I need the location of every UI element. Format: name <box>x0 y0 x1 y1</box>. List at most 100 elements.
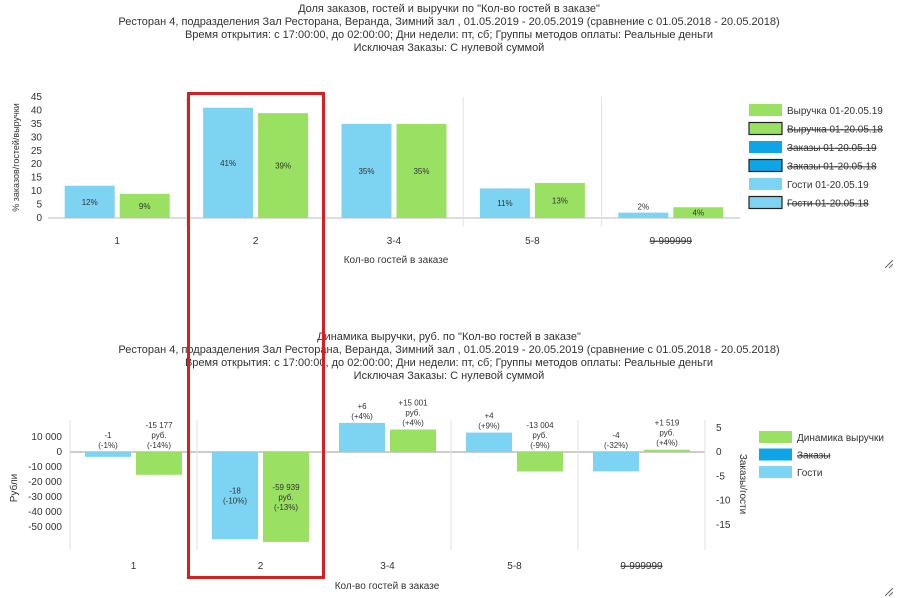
chart1-data-label: 11% <box>497 199 512 208</box>
chart2-data-label: руб. <box>278 493 293 502</box>
chart2-bar <box>390 429 436 452</box>
chart2-legend-label: Гости <box>797 468 822 479</box>
chart1-subtitle-line: Ресторан 4, подразделения Зал Ресторана,… <box>118 16 780 28</box>
chart2-data-label: +6 <box>357 402 367 411</box>
chart1-legend-swatch <box>748 158 783 173</box>
chart1-legend-label: Гости 01-20.05.19 <box>787 180 869 191</box>
chart2-y-right-tick-label: -15 <box>716 520 731 531</box>
chart2-x-tick-label: 1 <box>131 561 137 572</box>
chart1-x-tick-label: 9-999999 <box>650 236 693 247</box>
chart1-legend-label: Выручка 01-20.05.19 <box>787 106 883 117</box>
chart1-y-tick-label: 5 <box>36 200 42 211</box>
chart2-bar <box>517 452 563 472</box>
chart1-x-axis-label: Кол-во гостей в заказе <box>344 255 449 266</box>
chart2-subtitle-line: Исключая Заказы: С нулевой суммой <box>353 370 545 382</box>
chart2-data-label: -4 <box>612 431 620 440</box>
chart1-resize-handle-icon[interactable] <box>885 260 893 268</box>
chart1-bar <box>534 183 585 218</box>
chart1-y-tick-label: 20 <box>31 159 43 170</box>
chart2-resize-handle-icon[interactable] <box>885 588 893 596</box>
chart1-y-tick-label: 45 <box>31 92 43 103</box>
chart2-y-right-tick-label: -10 <box>716 496 731 507</box>
chart2-title-block: Динамика выручки, руб. по "Кол-во гостей… <box>0 331 898 383</box>
chart1-bar <box>396 123 447 218</box>
chart2-legend-swatch <box>759 431 792 443</box>
chart2-data-label: -1 <box>104 431 112 440</box>
chart1-y-tick-label: 15 <box>31 173 43 184</box>
chart1-y-tick-label: 10 <box>31 186 43 197</box>
chart2-data-label: -13 004 <box>526 421 554 430</box>
chart2-legend-label: Заказы <box>797 451 830 462</box>
chart1-data-label: 39% <box>275 162 291 171</box>
chart2-x-tick-label: 3-4 <box>380 561 395 572</box>
chart2-data-label: руб. <box>659 429 674 438</box>
chart1-subtitle-line: Исключая Заказы: С нулевой суммой <box>353 42 545 54</box>
chart1-y-tick-label: 35 <box>31 119 43 130</box>
chart2-data-label: -59 939 <box>272 483 300 492</box>
chart2-data-label: руб. <box>405 408 420 417</box>
chart1-data-label: 4% <box>693 209 705 218</box>
chart2-data-label: (-14%) <box>147 441 171 450</box>
chart1-plot: 0 5 10 15 20 25 30 35 40 45 % заказов/гостей/выруч… <box>11 92 883 266</box>
chart2-y-right-tick-label: -5 <box>716 471 725 482</box>
chart1-bar <box>119 193 170 218</box>
chart2-data-label: (+9%) <box>478 422 500 431</box>
chart1-legend-swatch <box>749 178 782 190</box>
chart1-legend-label: Заказы 01-20.05.18 <box>787 162 877 173</box>
chart2-legend-label: Динамика выручки <box>797 433 884 444</box>
chart2-y-tick-label: 0 <box>56 447 62 458</box>
chart2-data-label: +4 <box>484 412 494 421</box>
chart2-bar <box>212 452 258 540</box>
chart1-legend-label: Выручка 01-20.05.18 <box>787 125 883 136</box>
chart1-data-label: 41% <box>220 159 236 168</box>
chart1-y-tick-label: 30 <box>31 132 43 143</box>
chart2-data-label: (-9%) <box>530 441 550 450</box>
chart2-bar <box>593 452 639 472</box>
chart2-subtitle-line: Время открытия: с 17:00:00, до 02:00:00;… <box>184 357 714 369</box>
chart2-data-label: (-13%) <box>274 503 298 512</box>
chart2-y-right-axis-label: Заказы/гости <box>737 454 748 514</box>
chart1-x-tick-label: 3-4 <box>387 236 402 247</box>
chart1-legend-swatch <box>748 195 783 210</box>
chart2-data-label: -15 177 <box>145 421 173 430</box>
chart1-bar <box>673 207 724 218</box>
chart1-x-tick-label: 2 <box>253 236 259 247</box>
chart1-y-axis-label: % заказов/гостей/выручки <box>11 103 21 211</box>
chart2-y-axis-label: Рубли <box>8 474 20 502</box>
chart1-legend-swatch <box>749 104 782 116</box>
chart1-bar <box>203 107 254 218</box>
chart2-legend-swatch <box>759 466 792 478</box>
chart2-data-label: руб. <box>151 431 166 440</box>
chart2-x-tick-label: 2 <box>258 561 264 572</box>
chart2-bar <box>263 452 309 542</box>
chart2-data-label: +15 001 <box>398 398 428 407</box>
chart2-y-tick-label: -20 000 <box>28 477 62 488</box>
chart2-y-tick-label: -40 000 <box>28 507 62 518</box>
chart2-y-tick-label: -30 000 <box>28 492 62 503</box>
chart1-x-tick-label: 5-8 <box>525 236 540 247</box>
chart1-bar <box>64 185 115 218</box>
chart2-bar <box>644 449 690 452</box>
chart1-title: Доля заказов, гостей и выручки по "Кол-в… <box>298 3 600 15</box>
chart2-data-label: (-10%) <box>223 497 247 506</box>
chart2-data-label: руб. <box>532 431 547 440</box>
chart2-data-label: (+4%) <box>656 439 678 448</box>
chart2-data-label: (-32%) <box>604 441 628 450</box>
chart1-x-tick-label: 1 <box>114 236 120 247</box>
chart2-title: Динамика выручки, руб. по "Кол-во гостей… <box>317 331 581 343</box>
chart2-bar <box>339 422 385 452</box>
chart2-y-right-tick-label: 5 <box>716 423 722 434</box>
chart1-data-label: 12% <box>82 198 98 207</box>
chart1-subtitle-line: Время открытия: с 17:00:00, до 02:00:00;… <box>184 29 714 41</box>
chart2-bar <box>85 452 131 457</box>
chart2-x-tick-label: 9-999999 <box>620 561 663 572</box>
chart2-data-label: -18 <box>229 487 241 496</box>
chart2-legend-swatch <box>759 448 792 461</box>
chart2-y-tick-label: -10 000 <box>28 462 62 473</box>
chart1-bar <box>341 123 392 218</box>
chart2-data-label: +1 519 <box>655 419 680 428</box>
chart1-legend-label: Заказы 01-20.05.19 <box>787 143 877 154</box>
chart1-legend-label: Гости 01-20.05.18 <box>787 199 869 210</box>
chart1-legend-swatch <box>749 141 782 153</box>
